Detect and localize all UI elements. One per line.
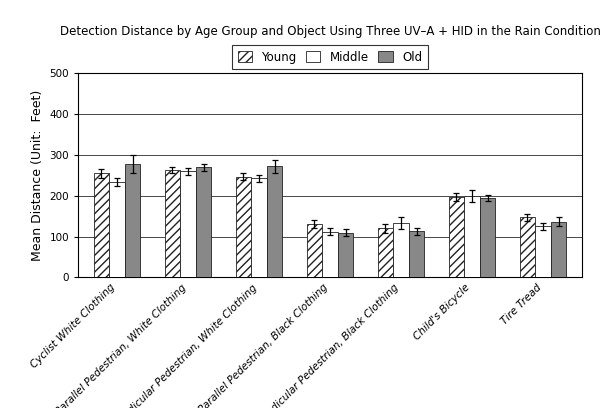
Bar bbox=[109, 182, 125, 277]
Title: Detection Distance by Age Group and Object Using Three UV–A + HID in the Rain Co: Detection Distance by Age Group and Obje… bbox=[59, 24, 600, 38]
Bar bbox=[267, 166, 283, 277]
Bar bbox=[377, 228, 393, 277]
Bar bbox=[535, 226, 551, 277]
Bar bbox=[480, 198, 496, 277]
Bar bbox=[409, 231, 424, 277]
Bar bbox=[322, 232, 338, 277]
Legend: Young, Middle, Old: Young, Middle, Old bbox=[232, 44, 428, 69]
Bar bbox=[251, 178, 267, 277]
Bar bbox=[449, 197, 464, 277]
Bar bbox=[125, 164, 140, 277]
Bar bbox=[520, 217, 535, 277]
Bar bbox=[180, 171, 196, 277]
Bar bbox=[338, 233, 353, 277]
Bar bbox=[196, 167, 211, 277]
Y-axis label: Mean Distance (Unit:  Feet): Mean Distance (Unit: Feet) bbox=[31, 90, 44, 261]
Bar bbox=[307, 224, 322, 277]
Bar bbox=[236, 177, 251, 277]
Bar bbox=[551, 222, 566, 277]
Bar bbox=[164, 170, 180, 277]
Bar bbox=[464, 196, 480, 277]
Bar bbox=[393, 223, 409, 277]
Bar bbox=[94, 173, 109, 277]
